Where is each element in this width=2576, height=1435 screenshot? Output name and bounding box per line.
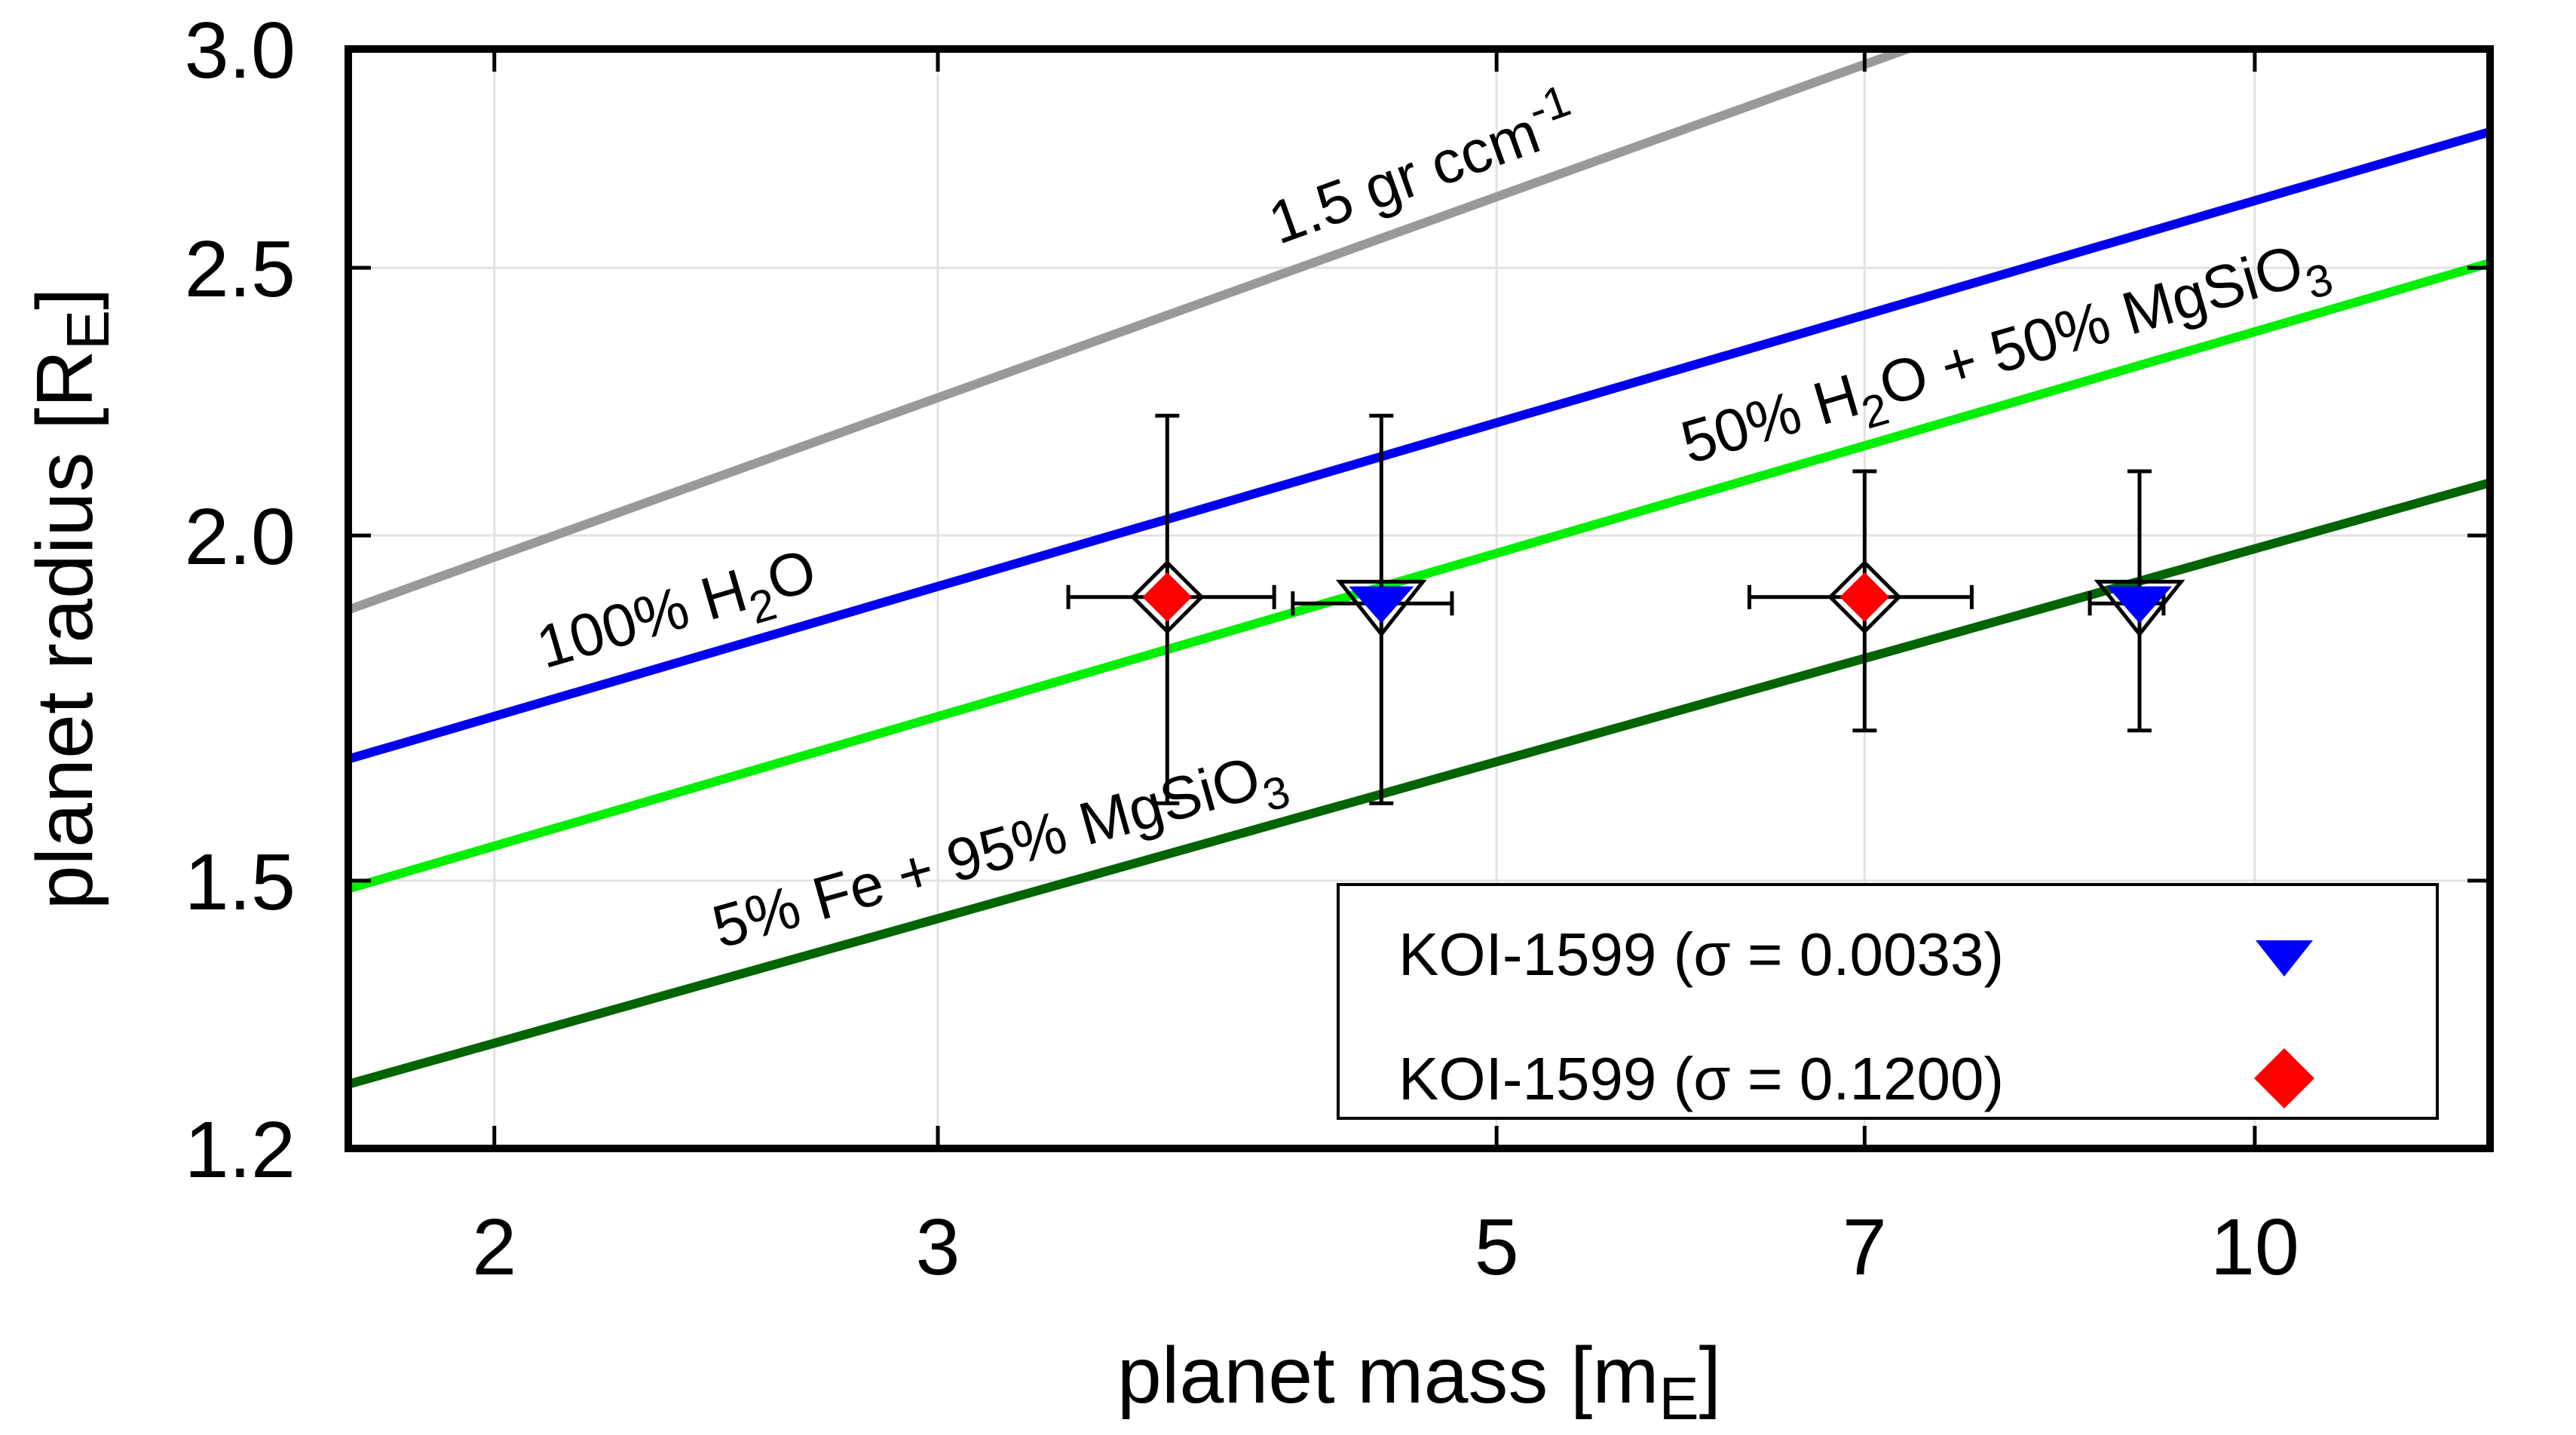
curve-50-h2o-50-mgsio3: [348, 258, 2490, 894]
y-tick-label-2-0: 2.0: [185, 492, 296, 581]
legend-layer: KOI-1599 (σ = 0.0033) KOI-1599 (σ = 0.120…: [1337, 883, 2439, 1120]
y-axis-title: planet radius [RE]: [20, 288, 121, 910]
y-tick-label-1-5: 1.5: [185, 838, 296, 927]
point-diamond-1: [1066, 413, 1276, 805]
point-triangle-down-2: [2087, 469, 2185, 733]
curve-100-h2o: [348, 127, 2490, 764]
x-tick-label-7: 7: [1842, 1203, 1887, 1292]
legend-box: [1337, 883, 2439, 1120]
points-layer: [1066, 413, 2185, 805]
legend-label-2: KOI-1599 (σ = 0.1200): [1398, 1045, 2004, 1112]
curve-1-5-gr-ccm-1: [348, 49, 1910, 615]
legend-marker-triangle-down: [2256, 940, 2313, 977]
marker-diamond: [1130, 560, 1205, 634]
x-axis-title: planet mass [mE]: [1117, 1331, 1721, 1432]
x-tick-label-3: 3: [916, 1203, 960, 1292]
point-triangle-down-1: [1291, 413, 1454, 805]
x-tick-label-5: 5: [1475, 1203, 1519, 1292]
legend-marker-diamond: [2254, 1048, 2314, 1108]
marker-diamond: [1827, 560, 1902, 634]
y-tick-label-3-0: 3.0: [185, 6, 296, 95]
y-tick-label-1-2: 1.2: [185, 1105, 296, 1194]
curve-label-50-h2o-50-mgsio3: 50% H2O + 50% MgSiO3: [1674, 225, 2339, 489]
curve-labels-layer: 1.5 gr ccm-1 100% H2O 50% H2O + 50% MgSiO3…: [529, 75, 2339, 974]
marker-triangle-down: [2094, 579, 2185, 638]
point-diamond-2: [1747, 469, 1974, 733]
marker-triangle-down: [1335, 579, 1427, 638]
x-tick-label-10: 10: [2210, 1203, 2299, 1292]
curve-label-100-h2o: 100% H2O: [529, 536, 827, 695]
ticks-layer: 2 3 5 7 10 1.2 1.5 2.0 2.5 3.0: [185, 6, 2490, 1292]
curve-label-5-fe-95-mgsio3: 5% Fe + 95% MgSiO3: [706, 737, 1295, 974]
plot-frame: [345, 45, 2494, 1152]
legend-label-1: KOI-1599 (σ = 0.0033): [1398, 921, 2004, 988]
curve-label-1-5-gr-ccm-1: 1.5 gr ccm-1: [1257, 75, 1585, 256]
y-tick-label-2-5: 2.5: [185, 225, 296, 314]
axis-titles-layer: planet mass [mE] planet radius [RE]: [20, 288, 1721, 1432]
x-tick-label-2: 2: [472, 1203, 516, 1292]
